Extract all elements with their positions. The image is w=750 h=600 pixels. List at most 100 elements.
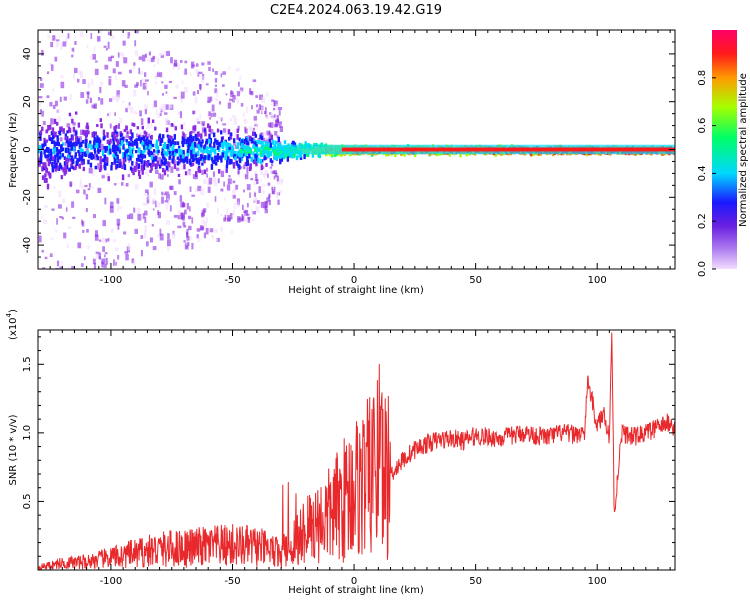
spectrogram-cell [233,151,236,157]
spectrogram-cell [239,153,242,159]
snr-x-tick-label: 100 [588,576,607,587]
spectrogram-speck [107,31,112,36]
spectrogram-speck [216,91,219,98]
spectrogram-speck [144,53,148,58]
spectrogram-cell [135,157,139,162]
spectrogram-cell [211,160,215,164]
spectrogram-speck [184,134,187,141]
spectrogram-speck [139,70,144,76]
spectrogram-cell [260,164,264,171]
spectrogram-speck [136,167,139,171]
spectrogram-speck [199,113,201,121]
spectrogram-speck [72,216,76,219]
spectrogram-cell [58,150,62,155]
snr-y-tick-label: 1.5 [22,356,33,372]
spectrogram-speck [110,35,115,40]
spectrogram-cell [71,135,74,141]
spectrogram-speck [199,225,204,231]
spectrogram-speck [251,174,254,182]
spectrogram-cell [45,167,48,173]
spectrogram-cell [74,152,78,157]
spectrogram-cell [77,122,81,128]
spectrogram-cell [126,141,129,146]
spectrogram-speck [85,12,88,16]
spectrogram-speck [237,201,240,208]
spectrogram-speck [276,115,279,121]
spectrogram-speck [214,78,218,83]
spectrogram-speck [144,84,148,87]
spectrogram-speck [273,107,276,111]
spectrogram-cell [229,132,233,136]
spectrogram-speck [226,184,231,191]
spectrogram-cell [113,136,117,142]
spectrogram-speck [125,254,129,261]
spectrogram-speck [134,40,137,47]
spectrogram-cell [186,153,190,157]
spectrogram-cell [43,177,47,183]
spectrogram-speck [85,146,89,153]
spectrogram-cell [146,161,149,168]
spectrogram-speck [236,98,240,104]
spectrogram-speck [41,49,44,56]
spectrogram-speck [69,116,74,120]
spectrogram-speck [140,79,142,87]
spectrogram-speck [218,101,221,105]
spectrogram-cell [259,158,263,164]
spectrogram-speck [124,274,126,278]
spectrogram-cell [143,149,146,153]
spectrogram-cell [217,146,221,153]
spectrogram-speck [110,55,115,59]
spectrogram-speck [79,129,84,136]
spectrogram-speck [161,103,166,111]
spectrogram-speck [273,175,276,180]
spectrogram-cell [197,145,201,151]
spectrogram-speck [222,84,225,87]
spectrogram-cell [47,125,50,131]
spectrogram-cell [160,159,164,164]
spectrogram-speck [69,94,73,101]
spectrogram-speck [117,71,122,75]
spectrogram-speck [59,137,63,142]
spectrogram-speck [115,261,117,266]
spectrogram-cell [56,156,60,163]
spectrogram-speck [242,215,245,222]
spectrogram-speck [228,99,232,104]
spectrogram-cell [177,173,181,177]
spectrogram-speck [135,30,139,34]
spectrogram-cell [38,159,41,166]
spectrogram-speck [203,232,207,239]
spectrogram-cell [267,142,270,146]
spectrogram-speck [235,140,238,146]
spectrogram-cell [96,156,100,161]
spectrogram-cell [115,124,118,129]
spectrogram-cell [142,135,146,142]
spectrogram-cell [103,135,106,139]
spectrogram-cell [166,161,170,166]
snr-x-tick-label: 0 [351,576,357,587]
spectrogram-cell [116,157,119,164]
spectrogram-speck [194,96,198,104]
spectrogram-cell [150,134,153,140]
spectrogram-cell [78,163,81,168]
spectrogram-speck [170,166,174,173]
spectrogram-cell [269,142,272,148]
spectrogram-speck [226,217,231,222]
spectrogram-cell [240,153,244,157]
spectrogram-speck [222,71,226,75]
spectrogram-speck [239,75,242,80]
spectrogram-speck [52,291,54,296]
spectrogram-speck [100,98,104,105]
spectrogram-speck [95,251,100,255]
spectrogram-cell [82,166,86,172]
spectrogram-speck [192,174,195,180]
spectrogram-speck [171,123,175,128]
spectrogram-cell [109,148,112,155]
spectrogram-speck [207,186,211,193]
spectrogram-cell [93,136,96,143]
spectrogram-speck [220,117,223,122]
spectrogram-speck [54,100,58,107]
spectrogram-speck [236,91,240,97]
spectrogram-speck [209,228,214,233]
spectrogram-speck [206,202,209,208]
spectrogram-speck [164,191,169,194]
